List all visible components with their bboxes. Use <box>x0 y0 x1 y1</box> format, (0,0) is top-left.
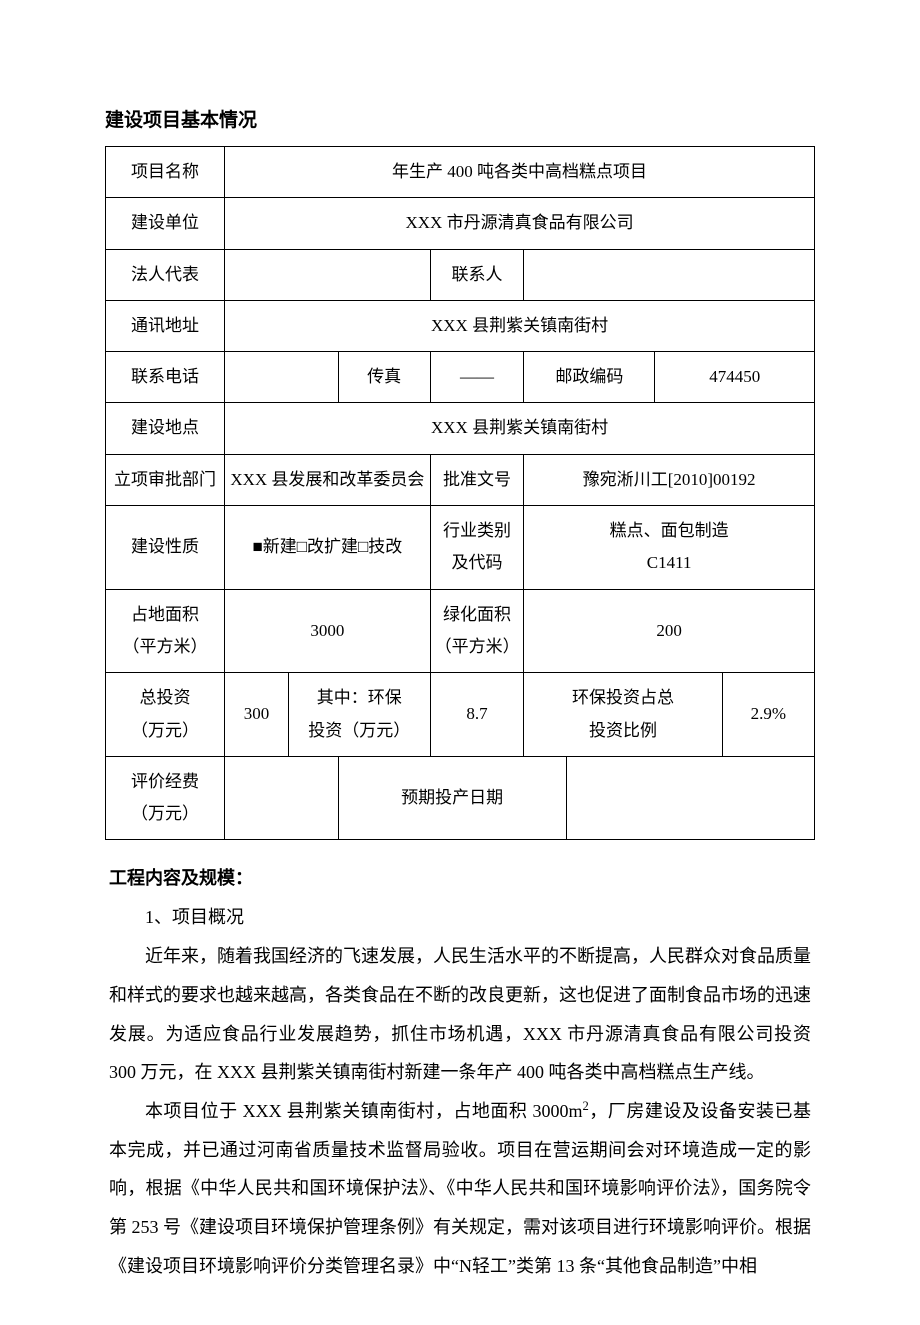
cell-label: 联系人 <box>430 249 524 300</box>
cell-label: 环保投资占总投资比例 <box>524 673 723 757</box>
cell-value <box>524 249 815 300</box>
cell-label: 行业类别及代码 <box>430 506 524 590</box>
table-row: 通讯地址 XXX 县荆紫关镇南街村 <box>106 300 815 351</box>
cell-value: XXX 市丹源清真食品有限公司 <box>225 198 815 249</box>
cell-value: 474450 <box>655 352 815 403</box>
table-row: 建设地点 XXX 县荆紫关镇南街村 <box>106 403 815 454</box>
cell-value: 豫宛淅川工[2010]00192 <box>524 454 815 505</box>
cell-value <box>225 249 431 300</box>
cell-label: 建设单位 <box>106 198 225 249</box>
cell-value: ■新建□改扩建□技改 <box>225 506 431 590</box>
table-row: 项目名称 年生产 400 吨各类中高档糕点项目 <box>106 147 815 198</box>
cell-label: 邮政编码 <box>524 352 655 403</box>
paragraph: 本项目位于 XXX 县荆紫关镇南街村，占地面积 3000m2，厂房建设及设备安装… <box>109 1092 811 1285</box>
cell-label: 传真 <box>338 352 430 403</box>
table-row: 总投资（万元） 300 其中：环保投资（万元） 8.7 环保投资占总投资比例 2… <box>106 673 815 757</box>
cell-value: —— <box>430 352 524 403</box>
cell-value: 年生产 400 吨各类中高档糕点项目 <box>225 147 815 198</box>
table-row: 建设性质 ■新建□改扩建□技改 行业类别及代码 糕点、面包制造C1411 <box>106 506 815 590</box>
cell-label: 占地面积（平方米） <box>106 589 225 673</box>
table-row: 建设单位 XXX 市丹源清真食品有限公司 <box>106 198 815 249</box>
cell-value <box>566 756 814 840</box>
cell-label: 联系电话 <box>106 352 225 403</box>
cell-value: 糕点、面包制造C1411 <box>524 506 815 590</box>
cell-label: 法人代表 <box>106 249 225 300</box>
cell-label: 批准文号 <box>430 454 524 505</box>
cell-value: 300 <box>225 673 289 757</box>
cell-label: 通讯地址 <box>106 300 225 351</box>
cell-value: 8.7 <box>430 673 524 757</box>
cell-value: XXX 县发展和改革委员会 <box>225 454 431 505</box>
cell-value <box>225 756 338 840</box>
table-row: 联系电话 传真 —— 邮政编码 474450 <box>106 352 815 403</box>
cell-value: 200 <box>524 589 815 673</box>
cell-label: 总投资（万元） <box>106 673 225 757</box>
cell-label: 预期投产日期 <box>338 756 566 840</box>
cell-label: 建设地点 <box>106 403 225 454</box>
table-row: 评价经费（万元） 预期投产日期 <box>106 756 815 840</box>
table-row: 占地面积（平方米） 3000 绿化面积（平方米） 200 <box>106 589 815 673</box>
cell-label: 绿化面积（平方米） <box>430 589 524 673</box>
cell-label: 立项审批部门 <box>106 454 225 505</box>
cell-label: 评价经费（万元） <box>106 756 225 840</box>
cell-label: 其中：环保投资（万元） <box>288 673 430 757</box>
paragraph: 近年来，随着我国经济的飞速发展，人民生活水平的不断提高，人民群众对食品质量和样式… <box>109 937 811 1092</box>
paragraph: 1、项目概况 <box>109 898 811 937</box>
cell-label: 建设性质 <box>106 506 225 590</box>
cell-value: XXX 县荆紫关镇南街村 <box>225 300 815 351</box>
cell-value <box>225 352 338 403</box>
table-row: 立项审批部门 XXX 县发展和改革委员会 批准文号 豫宛淅川工[2010]001… <box>106 454 815 505</box>
cell-value: XXX 县荆紫关镇南街村 <box>225 403 815 454</box>
project-info-table: 项目名称 年生产 400 吨各类中高档糕点项目 建设单位 XXX 市丹源清真食品… <box>105 146 815 840</box>
section-title: 建设项目基本情况 <box>105 105 815 132</box>
cell-value: 3000 <box>225 589 431 673</box>
cell-label: 项目名称 <box>106 147 225 198</box>
content-title: 工程内容及规模： <box>109 864 815 890</box>
table-row: 法人代表 联系人 <box>106 249 815 300</box>
cell-value: 2.9% <box>722 673 814 757</box>
